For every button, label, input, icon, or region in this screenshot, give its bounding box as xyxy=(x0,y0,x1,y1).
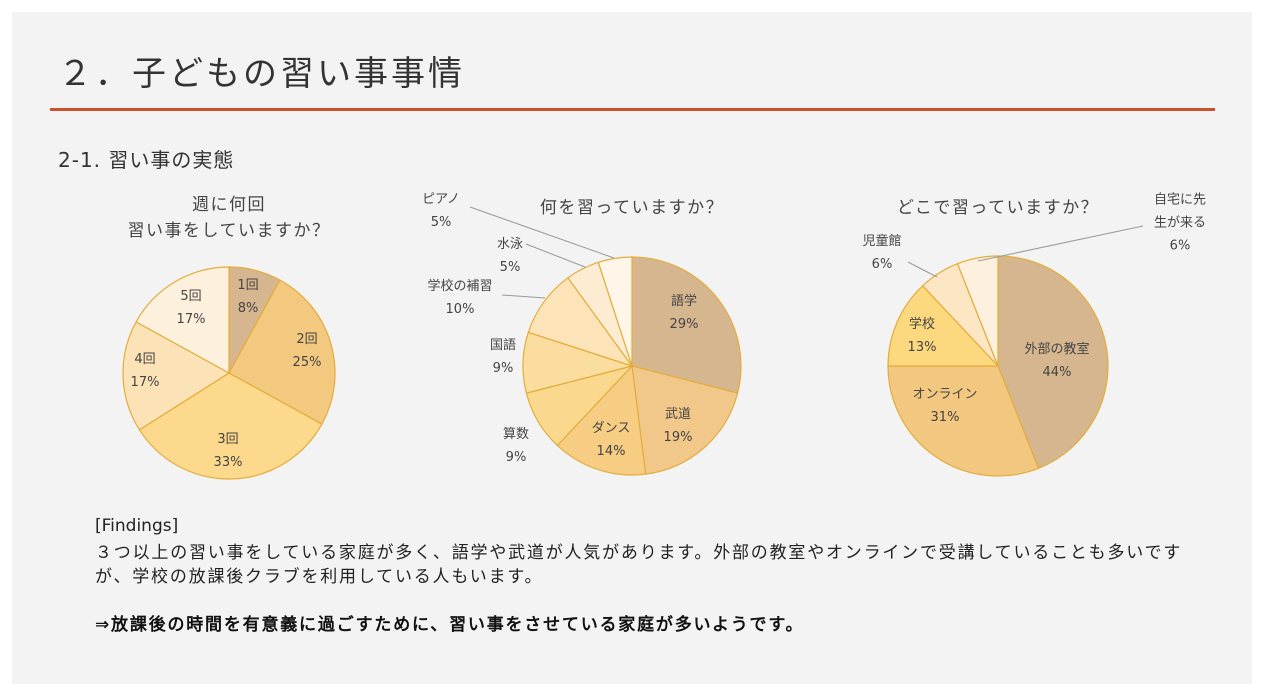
pie-slice xyxy=(228,279,336,425)
slide-title: ２．子どもの習い事事情 xyxy=(58,54,465,94)
value-label: 29% xyxy=(669,317,699,332)
category-label: オンライン xyxy=(912,387,978,402)
leader-line xyxy=(907,261,938,278)
pie-slice xyxy=(122,321,231,431)
value-label: 33% xyxy=(213,455,243,470)
value-label: 9% xyxy=(505,450,527,465)
value-label: 6% xyxy=(871,257,893,272)
data-label: 学校 13% xyxy=(908,313,937,359)
value-label: 5% xyxy=(499,260,521,275)
data-label: オンライン 31% xyxy=(912,383,977,429)
category-label: 2回 xyxy=(296,332,318,347)
pie-slice xyxy=(887,284,1000,367)
value-label: 17% xyxy=(176,312,206,327)
findings-conclusion: ⇒放課後の時間を有意義に過ごすために、習い事をさせている家庭が多いようです。 xyxy=(95,615,805,635)
category-label: 国語 xyxy=(489,338,517,353)
category-label: ダンス xyxy=(591,421,631,436)
pie-slice xyxy=(631,256,742,394)
value-label: 44% xyxy=(1042,365,1072,380)
value-label: 10% xyxy=(445,302,475,317)
chart-title: どこで習っていますか？ xyxy=(896,198,1100,218)
pie-slice xyxy=(138,372,323,480)
value-label: 9% xyxy=(492,361,514,376)
data-label: 外部の教室 44% xyxy=(1024,338,1089,384)
data-label: 学校の補習 10% xyxy=(427,275,492,321)
data-label: 算数 9% xyxy=(503,423,529,469)
category-label: 児童館 xyxy=(862,234,902,249)
leader-line xyxy=(525,243,586,268)
value-label: 19% xyxy=(663,430,693,445)
category-label: 1回 xyxy=(237,278,259,293)
category-label: 4回 xyxy=(134,352,156,367)
data-label: 2回 25% xyxy=(293,328,322,374)
chart-title: 週に何回 習い事をしていますか？ xyxy=(127,195,331,241)
data-label: 児童館 6% xyxy=(862,230,901,276)
leader-line xyxy=(469,206,615,259)
category-label: 学校 xyxy=(908,317,935,332)
pie-slice xyxy=(997,255,1109,470)
category-label: ピアノ xyxy=(422,192,460,207)
data-label: 4回 17% xyxy=(131,348,160,394)
category-label: 算数 xyxy=(502,427,530,442)
data-label: 1回 8% xyxy=(237,274,258,320)
category-label: 自宅に先 生が来る xyxy=(1153,192,1207,231)
data-label: 語学 29% xyxy=(670,290,699,336)
value-label: 6% xyxy=(1169,238,1191,254)
data-label: 5回 17% xyxy=(177,285,206,331)
pie-slice xyxy=(631,365,739,475)
leader-line xyxy=(501,294,546,299)
category-label: 武道 xyxy=(664,407,691,422)
category-label: 語学 xyxy=(670,294,697,309)
value-label: 17% xyxy=(130,375,160,390)
category-label: 外部の教室 xyxy=(1024,342,1090,357)
section-title: 2-1. 習い事の実態 xyxy=(58,148,235,172)
findings-heading: [Findings] xyxy=(95,516,179,536)
leader-line xyxy=(977,225,1144,262)
category-label: 学校の補習 xyxy=(427,279,493,294)
pie-slice xyxy=(956,255,999,367)
pie-slice xyxy=(597,256,633,367)
category-label: 3回 xyxy=(217,432,239,447)
category-label: 水泳 xyxy=(496,237,524,252)
data-label: 水泳 5% xyxy=(497,233,523,279)
value-label: 5% xyxy=(430,215,452,230)
pie-slice xyxy=(887,365,1040,477)
data-label: 国語 9% xyxy=(490,334,516,380)
data-label: 自宅に先 生が来る 6% xyxy=(1154,189,1206,258)
chart-title: 何を習っていますか？ xyxy=(539,198,725,218)
data-label: 武道 19% xyxy=(664,403,693,449)
data-label: ピアノ 5% xyxy=(422,188,460,234)
pie-slice xyxy=(556,364,647,476)
value-label: 31% xyxy=(930,410,960,425)
value-label: 25% xyxy=(292,355,322,370)
value-label: 8% xyxy=(237,301,259,316)
findings-body: ３つ以上の習い事をしている家庭が多く、語学や武道が人気があります。外部の教室やオ… xyxy=(95,543,1183,587)
title-rule xyxy=(50,108,1215,111)
data-label: ダンス 14% xyxy=(592,417,631,463)
value-label: 14% xyxy=(596,444,626,459)
pie-slice xyxy=(135,266,230,375)
category-label: 5回 xyxy=(180,289,202,304)
value-label: 13% xyxy=(907,340,937,355)
data-label: 3回 33% xyxy=(214,428,243,474)
